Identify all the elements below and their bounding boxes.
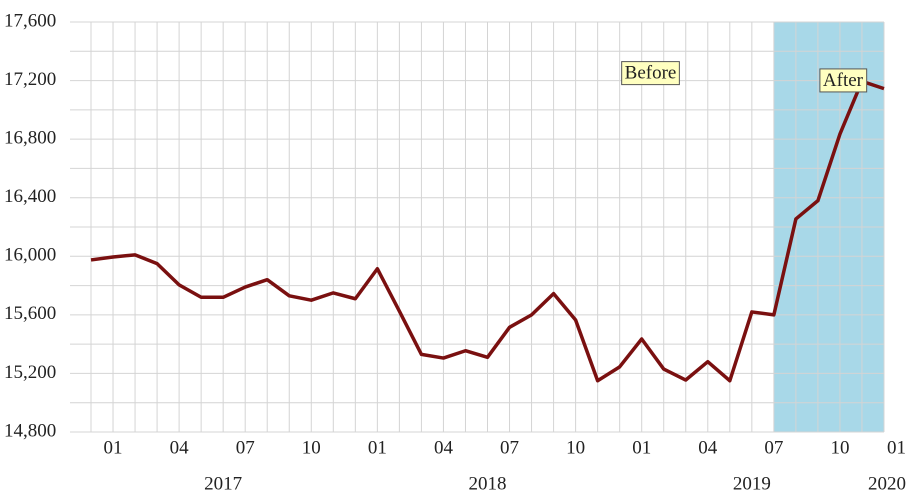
x-tick-label: 10 (566, 437, 585, 458)
x-tick-label: 07 (764, 437, 783, 458)
data-line (90, 79, 885, 383)
annotation: After (819, 68, 868, 93)
y-tick-label: 17,600 (4, 10, 56, 31)
x-year-label: 2020 (868, 473, 906, 494)
y-tick-label: 14,800 (4, 420, 56, 441)
x-tick-label: 01 (368, 437, 387, 458)
y-tick-label: 15,200 (4, 362, 56, 383)
annotation-box (819, 68, 868, 93)
x-tick-label: 01 (887, 437, 906, 458)
x-tick-label: 10 (302, 437, 321, 458)
y-tick-label: 16,400 (4, 186, 56, 207)
y-tick-label: 17,200 (4, 69, 56, 90)
x-year-label: 2018 (469, 473, 507, 494)
y-tick-label: 15,600 (4, 303, 56, 324)
x-tick-label: 04 (698, 437, 718, 458)
x-tick-label: 04 (170, 437, 190, 458)
annotation-box (621, 61, 680, 86)
x-tick-label: 07 (236, 437, 255, 458)
x-year-label: 2019 (733, 473, 771, 494)
y-tick-label: 16,800 (4, 128, 56, 149)
x-tick-label: 10 (830, 437, 849, 458)
x-tick-label: 01 (632, 437, 651, 458)
x-tick-label: 04 (434, 437, 454, 458)
x-year-label: 2017 (204, 473, 242, 494)
annotation: Before (621, 61, 680, 86)
y-tick-label: 16,000 (4, 245, 56, 266)
annotation-label: Before (625, 63, 677, 84)
annotation-label: After (823, 70, 864, 91)
x-tick-label: 07 (500, 437, 519, 458)
x-tick-label: 01 (104, 437, 123, 458)
